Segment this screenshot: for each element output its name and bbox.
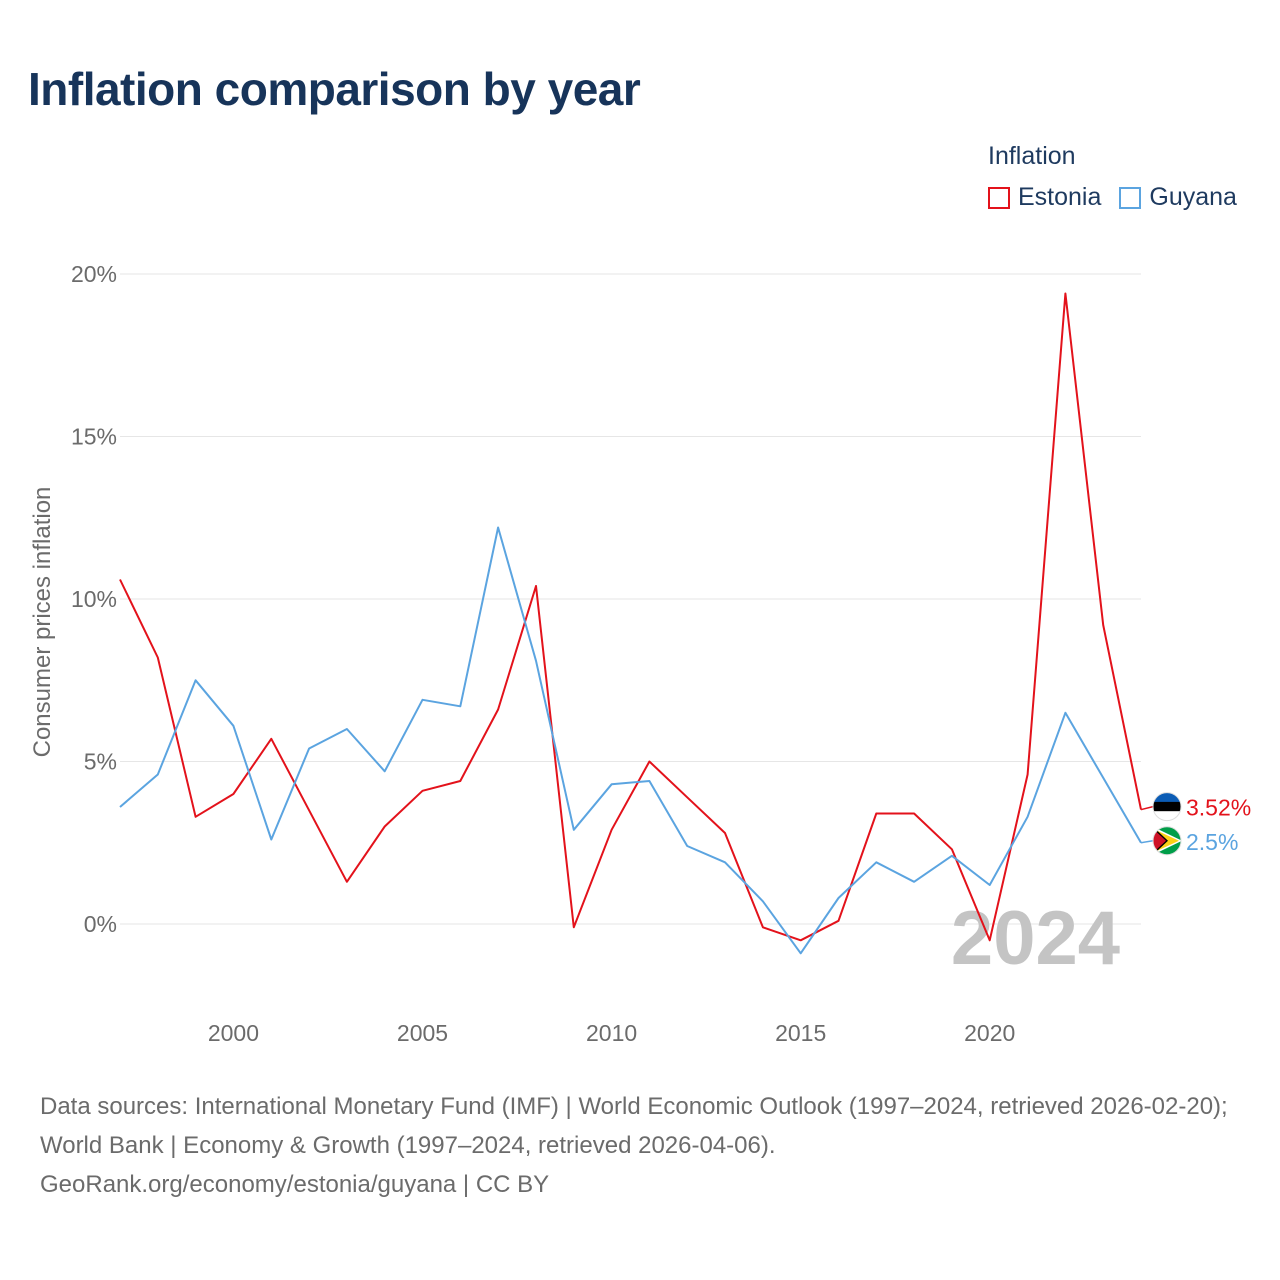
legend-item-estonia[interactable]: Estonia [988, 183, 1101, 212]
end-value-label-estonia: 3.52% [1186, 795, 1251, 821]
series-points-guyana [119, 527, 1142, 954]
line-chart: 2024 0% 5% 10% 15% 20% 2000 2005 2010 2015 2020 C… [29, 261, 1251, 1046]
x-tick-label: 2015 [775, 1020, 826, 1046]
x-tick-label: 2020 [964, 1020, 1015, 1046]
legend-label-guyana: Guyana [1149, 183, 1237, 211]
year-watermark: 2024 [951, 896, 1120, 981]
estonia-flag-icon [1152, 792, 1182, 822]
end-value-label-guyana: 2.5% [1186, 829, 1238, 855]
credit-link[interactable]: GeoRank.org/economy/estonia/guyana | CC … [40, 1171, 550, 1198]
legend-title: Inflation [988, 142, 1076, 170]
legend-swatch-guyana [1119, 186, 1142, 209]
legend-item-guyana[interactable]: Guyana [1119, 183, 1237, 212]
end-connector-estonia [1140, 805, 1154, 811]
y-tick-label: 5% [84, 749, 117, 775]
data-sources-note: Data sources: International Monetary Fun… [40, 1093, 1228, 1159]
end-connector-guyana [1140, 840, 1154, 844]
guyana-flag-icon [1152, 826, 1182, 856]
y-tick-label: 10% [71, 586, 117, 612]
y-tick-label: 15% [71, 424, 117, 450]
legend: Inflation Estonia Guyana [988, 142, 1240, 212]
y-tick-label: 0% [84, 911, 117, 937]
series-line-estonia [119, 292, 1142, 942]
y-axis-label: Consumer prices inflation [29, 487, 56, 758]
x-tick-label: 2000 [208, 1020, 259, 1046]
legend-label-estonia: Estonia [1018, 183, 1102, 211]
y-tick-label: 20% [71, 261, 117, 287]
series-points-estonia [119, 293, 1142, 941]
page-title: Inflation comparison by year [28, 63, 641, 115]
x-tick-label: 2010 [586, 1020, 637, 1046]
legend-swatch-estonia [988, 186, 1010, 209]
series-line-guyana [119, 526, 1142, 955]
x-tick-label: 2005 [397, 1020, 448, 1046]
footer: Data sources: International Monetary Fun… [40, 1087, 1250, 1204]
